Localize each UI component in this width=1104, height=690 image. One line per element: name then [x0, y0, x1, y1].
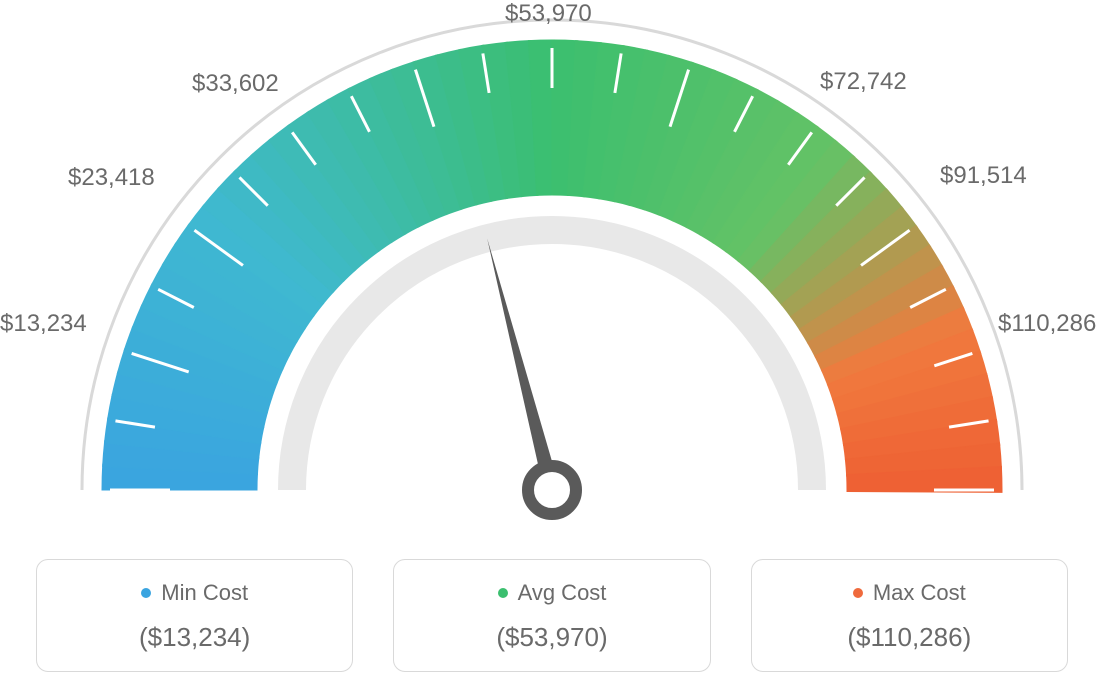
max-cost-value: ($110,286) — [762, 622, 1057, 653]
gauge-tick-label: $53,970 — [505, 0, 592, 28]
gauge-svg — [0, 0, 1104, 540]
min-cost-card: Min Cost ($13,234) — [36, 559, 353, 672]
gauge-tick-label: $110,286 — [998, 310, 1096, 338]
min-dot-icon — [141, 588, 151, 598]
avg-dot-icon — [498, 588, 508, 598]
gauge-tick-label: $13,234 — [0, 310, 87, 338]
summary-cards: Min Cost ($13,234) Avg Cost ($53,970) Ma… — [0, 559, 1104, 672]
avg-cost-label: Avg Cost — [518, 580, 607, 606]
min-cost-value: ($13,234) — [47, 622, 342, 653]
chart-container: $13,234 $23,418 $33,602 $53,970 $72,742 $91,5… — [0, 0, 1104, 690]
max-cost-title: Max Cost — [762, 580, 1057, 606]
gauge-tick-label: $91,514 — [940, 162, 1027, 190]
gauge-tick-label: $33,602 — [192, 70, 279, 98]
avg-cost-title: Avg Cost — [404, 580, 699, 606]
avg-cost-value: ($53,970) — [404, 622, 699, 653]
min-cost-label: Min Cost — [161, 580, 248, 606]
gauge-tick-label: $23,418 — [68, 164, 155, 192]
max-cost-card: Max Cost ($110,286) — [751, 559, 1068, 672]
min-cost-title: Min Cost — [47, 580, 342, 606]
max-cost-label: Max Cost — [873, 580, 966, 606]
gauge-tick-label: $72,742 — [820, 68, 907, 96]
gauge-area: $13,234 $23,418 $33,602 $53,970 $72,742 $91,5… — [0, 0, 1104, 540]
avg-cost-card: Avg Cost ($53,970) — [393, 559, 710, 672]
max-dot-icon — [853, 588, 863, 598]
